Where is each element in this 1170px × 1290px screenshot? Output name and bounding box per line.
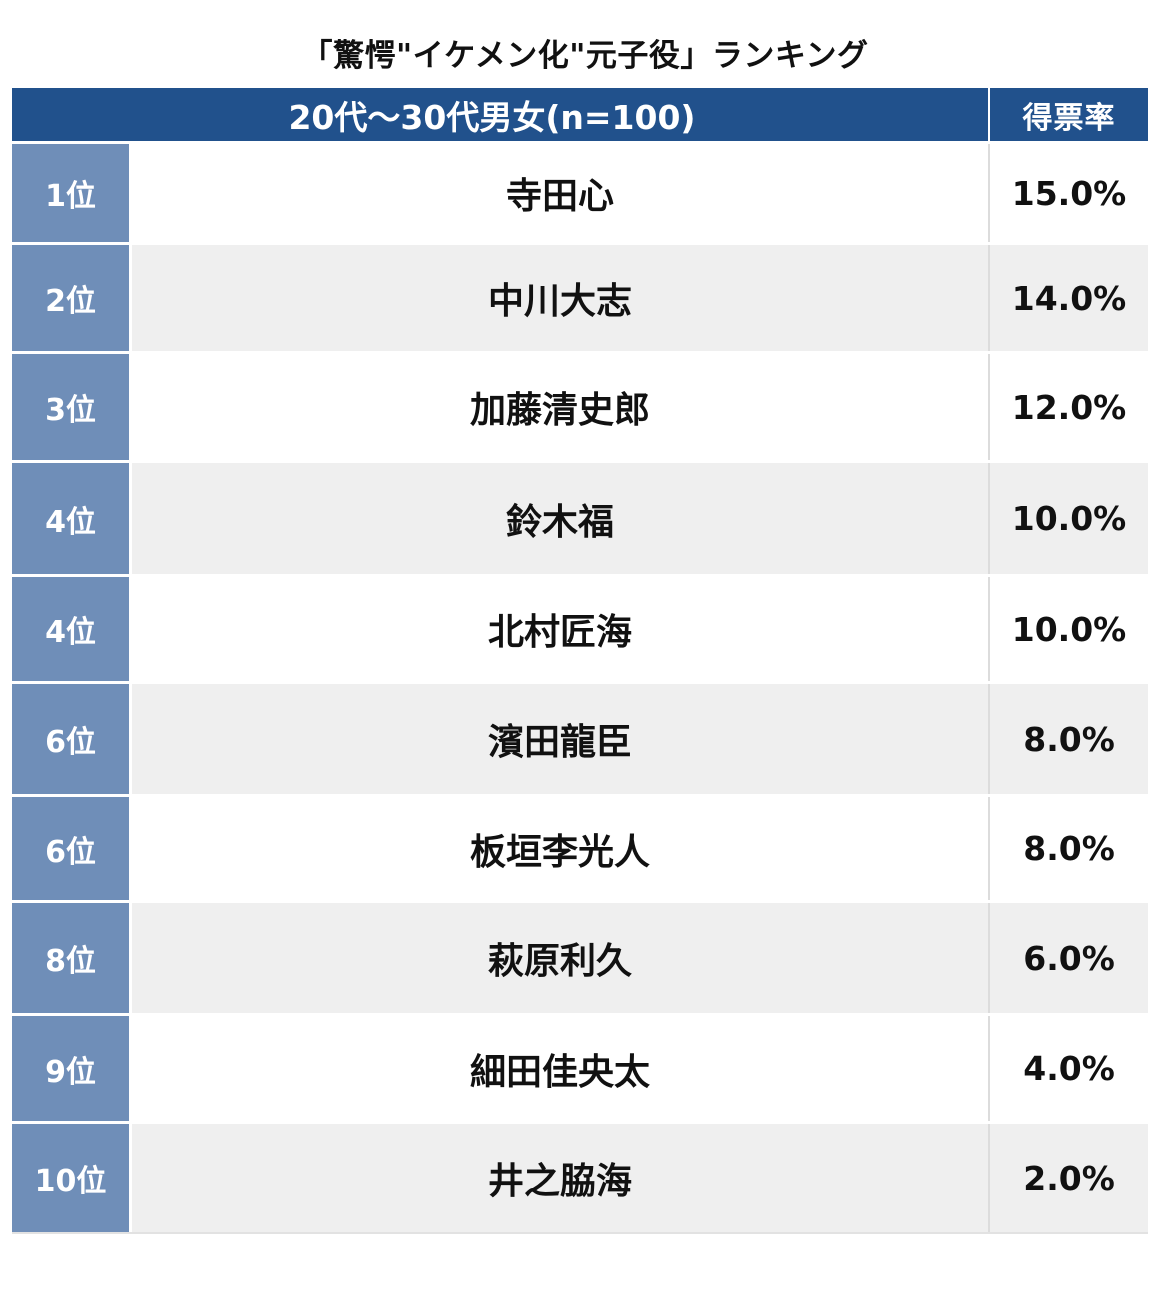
rank-cell: 1位	[12, 144, 132, 242]
rank-cell: 9位	[12, 1016, 132, 1121]
cell-divider	[988, 903, 990, 1013]
table-header: 20代〜30代男女(n=100) 得票率	[12, 88, 1148, 141]
name-cell: 加藤清史郎	[132, 354, 988, 460]
table-row: 3位 加藤清史郎 12.0%	[12, 351, 1148, 460]
rank-cell: 8位	[12, 903, 132, 1013]
name-cell: 井之脇海	[132, 1124, 988, 1232]
percentage-cell: 10.0%	[990, 463, 1148, 574]
table-row: 6位 板垣李光人 8.0%	[12, 794, 1148, 900]
chart-title: 「驚愕"イケメン化"元子役」ランキング	[301, 38, 869, 74]
table-row: 1位 寺田心 15.0%	[12, 141, 1148, 242]
table-row: 4位 北村匠海 10.0%	[12, 574, 1148, 681]
rank-cell: 4位	[12, 463, 132, 574]
percentage-cell: 15.0%	[990, 144, 1148, 242]
cell-divider	[988, 797, 990, 900]
rank-cell: 2位	[12, 245, 132, 351]
cell-divider	[988, 144, 990, 242]
header-group-label: 20代〜30代男女(n=100)	[288, 97, 696, 137]
name-cell: 板垣李光人	[132, 797, 988, 900]
name-cell: 濱田龍臣	[132, 684, 988, 794]
percentage-cell: 12.0%	[990, 354, 1148, 460]
cell-divider	[988, 1016, 990, 1121]
table-row: 9位 細田佳央太 4.0%	[12, 1013, 1148, 1121]
table-row: 6位 濱田龍臣 8.0%	[12, 681, 1148, 794]
cell-divider	[988, 354, 990, 460]
name-cell: 北村匠海	[132, 577, 988, 681]
rank-cell: 6位	[12, 684, 132, 794]
header-value-label: 得票率	[1022, 100, 1116, 136]
rank-cell: 10位	[12, 1124, 132, 1232]
table-row: 8位 萩原利久 6.0%	[12, 900, 1148, 1013]
ranking-table: 20代〜30代男女(n=100) 得票率 1位 寺田心 15.0% 2位 中川大志 14.…	[12, 88, 1148, 1234]
cell-divider	[988, 463, 990, 574]
percentage-cell: 8.0%	[990, 684, 1148, 794]
cell-divider	[988, 1124, 990, 1232]
percentage-cell: 4.0%	[990, 1016, 1148, 1121]
percentage-cell: 14.0%	[990, 245, 1148, 351]
percentage-cell: 2.0%	[990, 1124, 1148, 1232]
cell-divider	[988, 245, 990, 351]
rank-cell: 6位	[12, 797, 132, 900]
rank-cell: 4位	[12, 577, 132, 681]
percentage-cell: 10.0%	[990, 577, 1148, 681]
table-row: 4位 鈴木福 10.0%	[12, 460, 1148, 574]
header-divider	[988, 88, 990, 141]
cell-divider	[988, 577, 990, 681]
table-row: 10位 井之脇海 2.0%	[12, 1121, 1148, 1234]
percentage-cell: 8.0%	[990, 797, 1148, 900]
name-cell: 寺田心	[132, 144, 988, 242]
table-body: 1位 寺田心 15.0% 2位 中川大志 14.0% 3位 加藤清史郎 12.0% 4位 鈴木福 10…	[12, 141, 1148, 1234]
name-cell: 鈴木福	[132, 463, 988, 574]
name-cell: 萩原利久	[132, 903, 988, 1013]
rank-cell: 3位	[12, 354, 132, 460]
name-cell: 細田佳央太	[132, 1016, 988, 1121]
table-row: 2位 中川大志 14.0%	[12, 242, 1148, 351]
name-cell: 中川大志	[132, 245, 988, 351]
percentage-cell: 6.0%	[990, 903, 1148, 1013]
cell-divider	[988, 684, 990, 794]
